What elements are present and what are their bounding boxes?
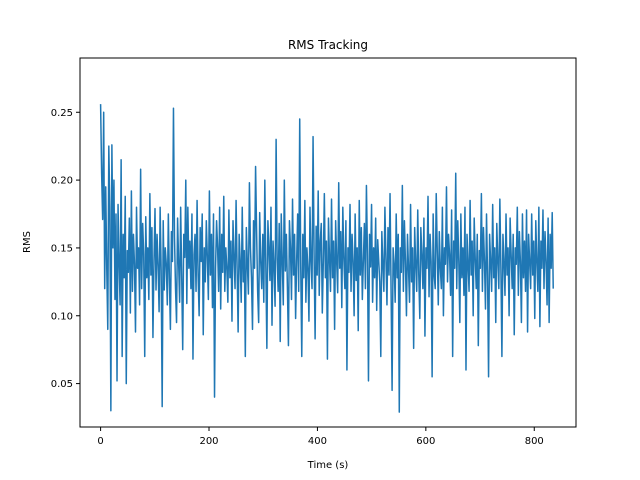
y-axis-ticks: 0.05 0.10 0.15 0.20 0.25	[51, 108, 80, 390]
plot-area	[99, 104, 554, 413]
axes-frame	[79, 57, 577, 428]
x-axis-label: Time (s)	[307, 460, 349, 471]
x-tick-label: 200	[199, 436, 218, 447]
rms-series-line	[99, 104, 554, 413]
y-tick-label: 0.20	[51, 176, 73, 187]
x-tick-label: 600	[416, 436, 435, 447]
y-tick-label: 0.10	[51, 311, 73, 322]
x-tick-label: 400	[308, 436, 327, 447]
y-axis-label: RMS	[22, 231, 33, 253]
y-tick-label: 0.05	[51, 379, 73, 390]
x-tick-label: 800	[525, 436, 544, 447]
x-tick-label: 0	[97, 436, 103, 447]
y-tick-label: 0.25	[51, 108, 73, 119]
chart-title: RMS Tracking	[288, 38, 368, 52]
x-axis-ticks: 0 200 400 600 800	[97, 427, 544, 447]
y-tick-label: 0.15	[51, 243, 73, 254]
